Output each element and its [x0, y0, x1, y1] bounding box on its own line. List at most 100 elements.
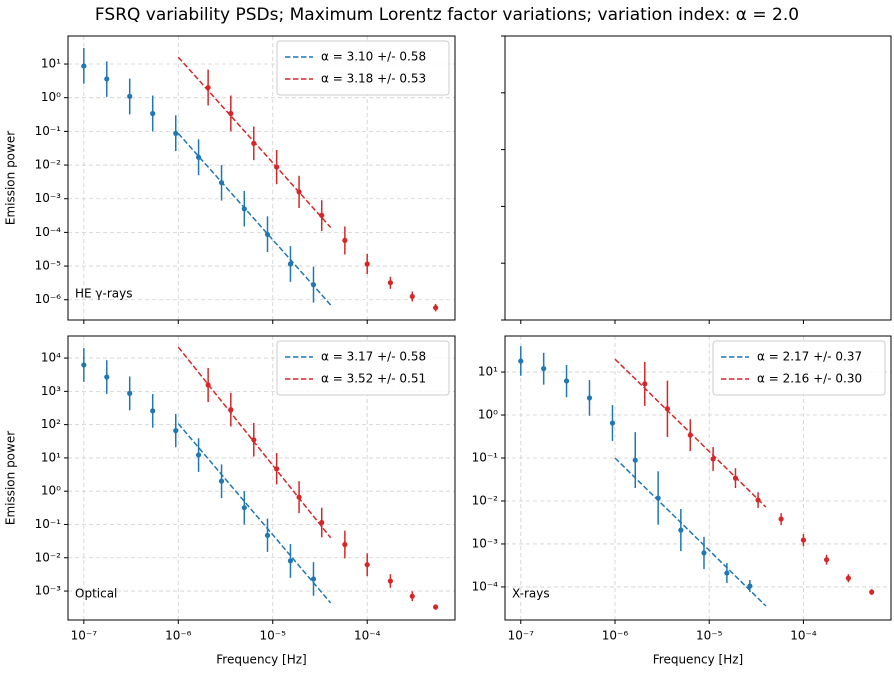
y-tick-label: 10⁻⁶ [35, 292, 62, 306]
y-tick-label: 10⁻³ [35, 191, 62, 205]
y-tick-label: 10⁻² [472, 493, 499, 507]
legend-label: α = 3.18 +/- 0.53 [321, 72, 426, 86]
data-point [586, 395, 593, 401]
y-axis-label: Emission power [4, 431, 18, 525]
data-point [747, 583, 753, 589]
data-point [241, 206, 247, 212]
x-tick-label: 10⁻⁶ [602, 629, 629, 643]
data-point [195, 452, 202, 458]
legend-box [276, 40, 450, 96]
data-point [800, 537, 807, 543]
x-tick-label: 10⁻⁵ [696, 629, 723, 643]
y-tick-label: 10⁻¹ [472, 451, 499, 465]
data-point [296, 189, 302, 195]
data-point [364, 562, 370, 568]
x-tick-label: 10⁻⁷ [508, 629, 535, 643]
data-point [319, 212, 325, 218]
legend-label: α = 3.10 +/- 0.58 [321, 50, 426, 64]
data-point [264, 231, 271, 238]
data-point [173, 130, 179, 137]
y-tick-label: 10⁰ [478, 408, 498, 422]
data-point [251, 437, 257, 443]
figure-title: FSRQ variability PSDs; Maximum Lorentz f… [95, 5, 799, 25]
y-tick-label: 10² [41, 417, 61, 431]
data-point [433, 305, 439, 311]
y-tick-label: 10⁻³ [472, 536, 499, 550]
y-tick-label: 10⁻² [35, 158, 62, 172]
data-point [342, 237, 348, 243]
legend-box [276, 340, 450, 396]
y-tick-label: 10³ [41, 384, 61, 398]
data-point [218, 478, 225, 484]
data-point [845, 575, 851, 581]
y-tick-label: 10⁻³ [35, 584, 62, 598]
y-tick-label: 10¹ [41, 450, 61, 464]
data-point [205, 382, 211, 388]
panel: 10⁻⁷ 10⁻⁶ 10⁻⁵ 10⁻⁴ 10⁻⁴ 10⁻³ 10⁻² 10⁻¹ 10⁰ 10¹ X-… [472, 335, 892, 667]
data-point [755, 497, 761, 503]
panel-label: X-rays [512, 587, 550, 601]
legend-label: α = 2.17 +/- 0.37 [757, 350, 862, 364]
data-point [127, 93, 133, 99]
data-point [387, 578, 393, 584]
data-point [195, 154, 202, 160]
legend-box [712, 340, 886, 396]
data-point [342, 541, 348, 548]
fit-line [177, 132, 332, 306]
legend-label: α = 2.16 +/- 0.30 [757, 372, 862, 386]
data-point [732, 475, 739, 481]
data-point [364, 261, 370, 267]
panel-label: HE γ-rays [75, 287, 133, 301]
x-tick-label: 10⁻⁴ [354, 629, 381, 643]
x-tick-label: 10⁻⁶ [165, 629, 192, 643]
data-point [433, 604, 439, 610]
data-point [218, 180, 225, 186]
data-point [778, 516, 784, 522]
x-tick-label: 10⁻⁷ [71, 629, 98, 643]
data-point [264, 532, 271, 538]
data-point [287, 558, 294, 564]
panel: 10⁻⁷ 10⁻⁶ 10⁻⁵ 10⁻⁴ 10⁻³ 10⁻² 10⁻¹ 10⁰ 10¹ 10² 10³… [4, 335, 456, 667]
data-point [127, 390, 133, 396]
data-point [632, 457, 638, 463]
y-tick-label: 10⁴ [41, 351, 61, 365]
x-axis-label: Frequency [Hz] [653, 653, 744, 667]
data-point [687, 432, 693, 438]
data-point [409, 293, 415, 300]
axes-frame [504, 335, 892, 621]
y-tick-label: 10⁻¹ [35, 124, 62, 138]
y-tick-label: 10⁻¹ [35, 517, 62, 531]
data-point [823, 557, 830, 563]
data-point [678, 527, 684, 533]
data-point [241, 505, 247, 511]
y-tick-label: 10¹ [478, 365, 498, 379]
data-point [541, 366, 547, 372]
fit-line [614, 457, 767, 607]
data-point [409, 593, 415, 599]
y-axis-label: Emission power [4, 131, 18, 225]
data-point [310, 282, 317, 288]
data-point [287, 261, 294, 267]
panel [501, 35, 892, 324]
data-point [664, 406, 671, 412]
y-tick-label: 10¹ [41, 57, 61, 71]
y-tick-label: 10⁻² [35, 550, 62, 564]
data-point [274, 466, 280, 472]
data-point [81, 63, 87, 69]
x-tick-label: 10⁻⁵ [260, 629, 287, 643]
x-axis-label: Frequency [Hz] [216, 653, 307, 667]
x-tick-label: 10⁻⁴ [790, 629, 817, 643]
data-point [104, 374, 110, 380]
data-point [563, 378, 570, 384]
data-point [310, 576, 317, 582]
legend-label: α = 3.17 +/- 0.58 [321, 350, 426, 364]
axes-frame [67, 35, 456, 321]
data-point [274, 164, 280, 170]
data-point [710, 456, 716, 462]
data-point [655, 495, 661, 501]
y-tick-label: 10⁰ [41, 90, 61, 104]
panel-label: Optical [75, 587, 117, 601]
data-point [869, 589, 875, 595]
y-tick-label: 10⁻⁵ [35, 259, 62, 273]
data-point [205, 84, 211, 91]
